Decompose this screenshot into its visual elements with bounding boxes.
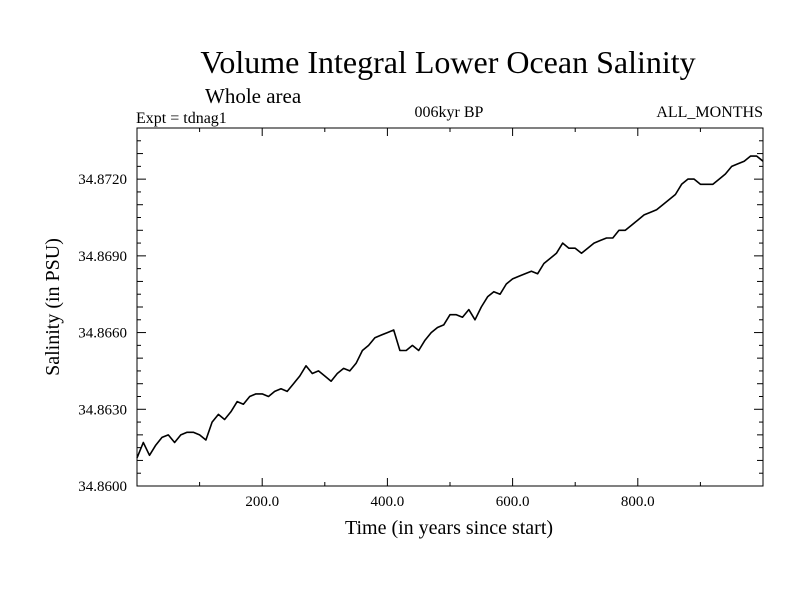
y-tick-label: 34.8630 (78, 402, 127, 418)
y-tick-label: 34.8720 (78, 172, 127, 188)
chart-title: Volume Integral Lower Ocean Salinity (200, 44, 695, 80)
y-tick-label: 34.8690 (78, 249, 127, 265)
x-axis-ticks (199, 128, 701, 486)
x-tick-label: 200.0 (245, 494, 279, 510)
y-tick-label: 34.8600 (78, 479, 127, 495)
y-axis-ticks (137, 140, 763, 487)
plot-frame (136, 127, 764, 487)
y-axis-tick-labels: 34.8600 34.8630 34.8660 34.8690 34.8720 (78, 172, 127, 495)
period-label: 006kyr BP (415, 104, 484, 121)
x-tick-label: 600.0 (496, 494, 530, 510)
months-label: ALL_MONTHS (656, 104, 763, 121)
series-line-salinity (136, 155, 764, 459)
y-axis-label: Salinity (in PSU) (42, 238, 64, 376)
x-tick-label: 400.0 (371, 494, 405, 510)
x-tick-label: 800.0 (621, 494, 655, 510)
y-tick-label: 34.8660 (78, 326, 127, 342)
experiment-label: Expt = tdnag1 (136, 110, 227, 127)
x-axis-label: Time (in years since start) (345, 517, 553, 539)
chart-subtitle: Whole area (205, 84, 302, 108)
x-axis-tick-labels: 200.0 400.0 600.0 800.0 (245, 494, 654, 510)
